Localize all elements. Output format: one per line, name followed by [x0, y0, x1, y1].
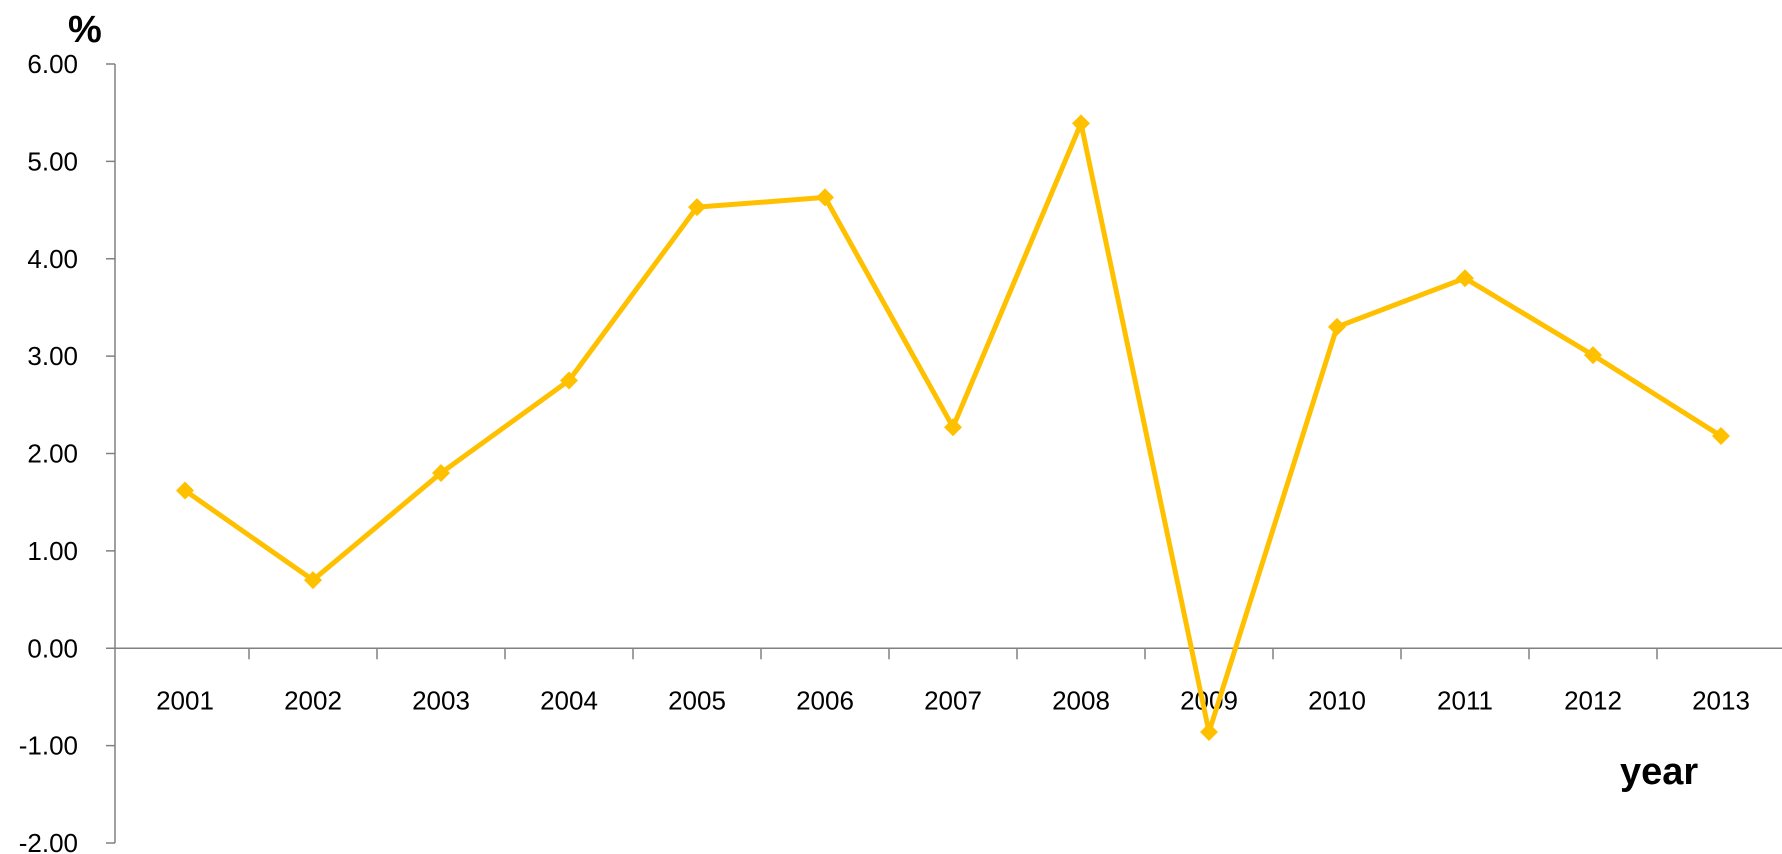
axes [114, 64, 1782, 843]
y-tick-label: 5.00 [27, 146, 78, 176]
x-axis-title: year [1620, 751, 1698, 793]
y-tick-label: 0.00 [27, 633, 78, 663]
data-point-2002 [304, 571, 322, 590]
y-axis-title: % [68, 9, 102, 51]
series-layer [176, 114, 1730, 741]
data-point-2001 [176, 481, 194, 500]
y-tick-label: 2.00 [27, 439, 78, 469]
data-point-2012 [1584, 346, 1602, 365]
data-point-2004 [560, 371, 578, 390]
data-point-2009 [1200, 722, 1218, 741]
data-point-2006 [816, 188, 834, 207]
data-point-2011 [1456, 269, 1474, 288]
x-tick-label: 2007 [924, 685, 982, 715]
x-tick-label: 2001 [156, 685, 214, 715]
data-point-2013 [1712, 426, 1730, 445]
y-axis-ticks: 6.00 5.00 4.00 3.00 2.00 1.00 0.00 -1.00 -2.00 [19, 49, 115, 854]
x-tick-label: 2004 [540, 685, 598, 715]
data-point-2010 [1328, 317, 1346, 336]
x-tick-label: 2012 [1564, 685, 1622, 715]
x-tick-label: 2008 [1052, 685, 1110, 715]
x-axis-ticks: 2001 2002 2003 2004 2005 2006 2007 2008 2009 2010… [156, 648, 1750, 715]
data-point-2007 [944, 418, 962, 437]
data-point-2005 [688, 198, 706, 217]
x-tick-label: 2006 [796, 685, 854, 715]
x-tick-label: 2005 [668, 685, 726, 715]
y-tick-label: 3.00 [27, 341, 78, 371]
x-tick-label: 2013 [1692, 685, 1750, 715]
x-tick-label: 2011 [1437, 685, 1493, 715]
data-point-2003 [432, 463, 450, 482]
x-tick-label: 2002 [284, 685, 342, 715]
y-tick-label: 4.00 [27, 244, 78, 274]
y-tick-label: -2.00 [19, 828, 78, 854]
y-tick-label: 1.00 [27, 536, 78, 566]
x-tick-label: 2009 [1180, 685, 1238, 715]
y-tick-label: 6.00 [27, 49, 78, 79]
y-tick-label: -1.00 [19, 731, 78, 761]
x-tick-label: 2010 [1308, 685, 1366, 715]
data-point-2008 [1072, 114, 1090, 133]
x-tick-label: 2003 [412, 685, 470, 715]
